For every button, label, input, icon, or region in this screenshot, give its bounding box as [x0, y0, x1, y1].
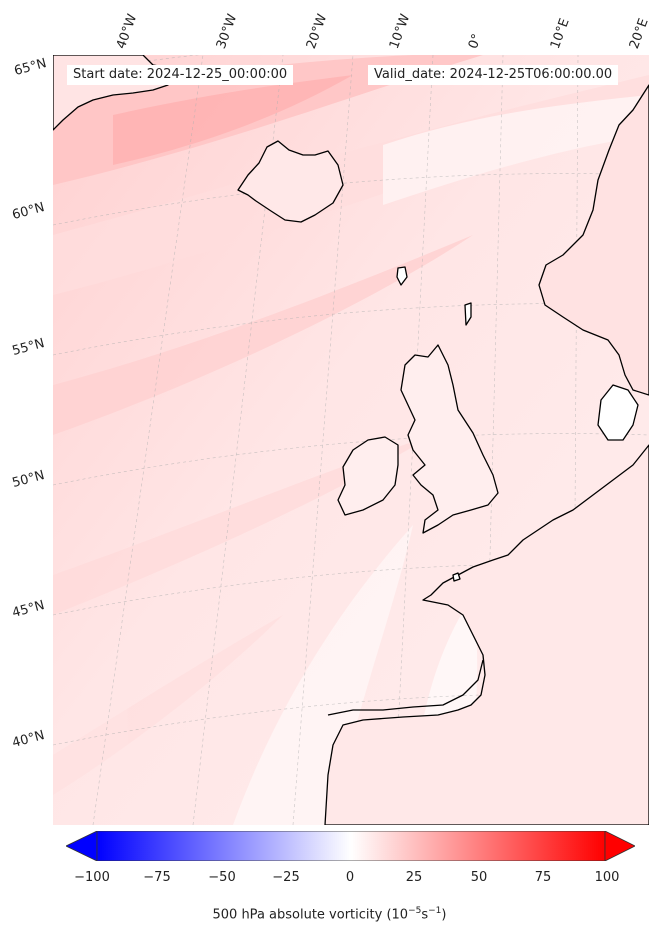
lat-label-45n: 45°N — [10, 598, 47, 621]
colorbar-tick-0: 0 — [345, 870, 355, 885]
lon-label-10e: 10°E — [547, 16, 573, 51]
lon-label-20w: 20°W — [303, 12, 331, 51]
colorbar-gradient — [96, 831, 606, 861]
colorbar-right-extend — [604, 831, 635, 861]
valid-date-label: Valid_date: 2024-12-25T06:00:00.00 — [368, 65, 619, 85]
lon-label-0: 0° — [465, 31, 486, 51]
lon-label-30w: 30°W — [213, 12, 241, 51]
europe-mainland-coast — [324, 444, 649, 825]
colorbar-tick-m100: −100 — [74, 870, 110, 885]
lon-label-10w: 10°W — [386, 12, 414, 51]
lat-label-55n: 55°N — [10, 336, 47, 359]
colorbar-tick-75: 75 — [534, 870, 552, 885]
colorbar-tick-50: 50 — [470, 870, 488, 885]
lon-label-40w: 40°W — [113, 12, 141, 51]
colorbar-tick-m50: −50 — [208, 870, 236, 885]
iberia-coast — [327, 659, 484, 716]
vorticity-map — [53, 55, 649, 825]
lat-label-60n: 60°N — [10, 200, 47, 223]
shetland-coast — [464, 302, 472, 326]
denmark-coast — [597, 384, 639, 441]
norway-coast — [538, 84, 649, 396]
lat-label-40n: 40°N — [10, 728, 47, 751]
iceland-coast — [237, 140, 344, 223]
lon-label-20e: 20°E — [626, 16, 652, 51]
lat-label-50n: 50°N — [10, 468, 47, 491]
coastlines — [53, 55, 649, 825]
start-date-label: Start date: 2024-12-25_00:00:00 — [67, 65, 294, 85]
colorbar-tick-25: 25 — [405, 870, 423, 885]
faroe-coast — [396, 266, 408, 286]
ireland-coast — [337, 436, 399, 516]
great-britain-coast — [400, 344, 499, 534]
lat-label-65n: 65°N — [12, 56, 49, 79]
colorbar-tick-100: 100 — [594, 870, 620, 885]
colorbar-title: 500 hPa absolute vorticity (10−5s−1) — [212, 906, 447, 923]
small-island — [452, 572, 461, 582]
colorbar — [66, 831, 635, 861]
colorbar-tick-m25: −25 — [272, 870, 300, 885]
colorbar-tick-m75: −75 — [143, 870, 171, 885]
colorbar-left-extend — [66, 831, 98, 861]
